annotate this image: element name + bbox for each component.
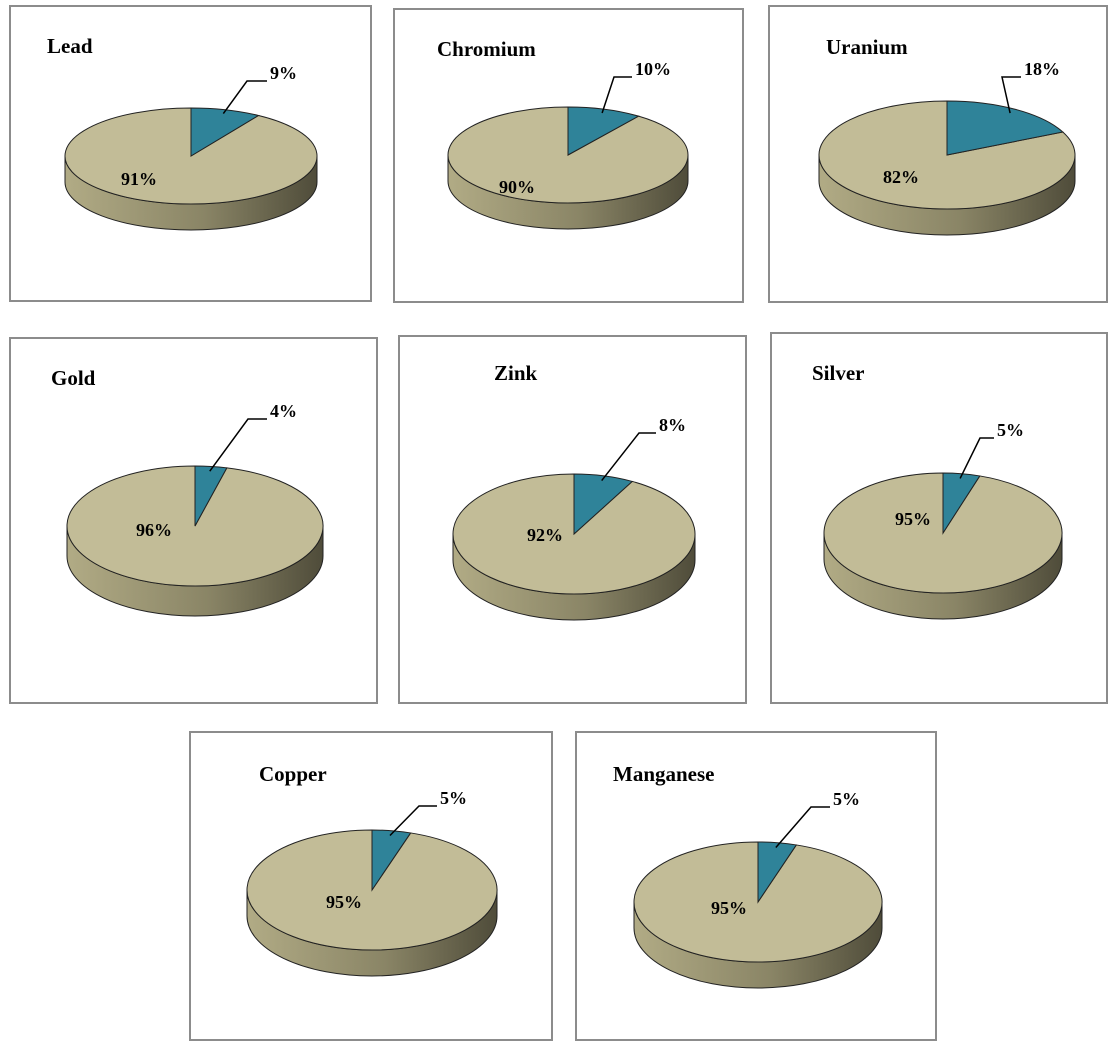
chart-panel-uranium: Uranium 18% 82% — [768, 5, 1108, 303]
data-label-major: 96% — [136, 520, 172, 540]
data-label-minor: 5% — [997, 420, 1024, 440]
pie-chart-uranium: Uranium 18% 82% — [770, 7, 1106, 301]
chart-title: Chromium — [437, 37, 536, 61]
data-label-minor: 4% — [270, 401, 297, 421]
data-label-major: 92% — [527, 525, 563, 545]
chart-title: Uranium — [826, 35, 908, 59]
pie-chart-silver: Silver 5% 95% — [772, 334, 1106, 702]
pie-chart-chromium: Chromium 10% 90% — [395, 10, 742, 301]
pie-chart-manganese: Manganese 5% 95% — [577, 733, 935, 1039]
chart-panel-manganese: Manganese 5% 95% — [575, 731, 937, 1041]
chart-title: Manganese — [613, 762, 715, 786]
chart-panel-zink: Zink 8% 92% — [398, 335, 747, 704]
chart-title: Lead — [47, 34, 93, 58]
data-label-major: 95% — [711, 898, 747, 918]
data-label-minor: 8% — [659, 415, 686, 435]
pie-chart-zink: Zink 8% 92% — [400, 337, 745, 702]
pie-chart-gold: Gold 4% 96% — [11, 339, 376, 702]
leader-line — [602, 77, 632, 113]
chart-panel-chromium: Chromium 10% 90% — [393, 8, 744, 303]
data-label-major: 95% — [895, 509, 931, 529]
chart-panel-copper: Copper 5% 95% — [189, 731, 553, 1041]
pie-chart-copper: Copper 5% 95% — [191, 733, 551, 1039]
chart-title: Zink — [494, 361, 538, 385]
chart-title: Silver — [812, 361, 865, 385]
data-label-major: 91% — [121, 169, 157, 189]
chart-title: Gold — [51, 366, 96, 390]
data-label-minor: 5% — [440, 788, 467, 808]
leader-line — [223, 81, 267, 114]
chart-panel-lead: Lead 9% 91% — [9, 5, 372, 302]
leader-line — [776, 807, 830, 847]
chart-panel-silver: Silver 5% 95% — [770, 332, 1108, 704]
chart-title: Copper — [259, 762, 327, 786]
data-label-minor: 18% — [1024, 59, 1060, 79]
leader-line — [960, 438, 994, 478]
data-label-minor: 10% — [635, 59, 671, 79]
pie-chart-lead: Lead 9% 91% — [11, 7, 370, 300]
leader-line — [210, 419, 267, 471]
data-label-major: 95% — [326, 892, 362, 912]
data-label-major: 90% — [499, 177, 535, 197]
data-label-major: 82% — [883, 167, 919, 187]
data-label-minor: 9% — [270, 63, 297, 83]
data-label-minor: 5% — [833, 789, 860, 809]
leader-line — [602, 433, 656, 481]
chart-panel-gold: Gold 4% 96% — [9, 337, 378, 704]
